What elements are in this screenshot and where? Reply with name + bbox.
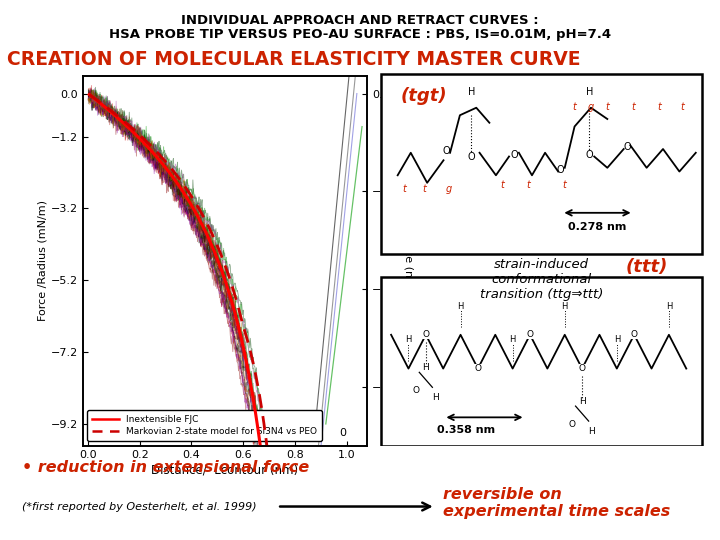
Text: t: t bbox=[572, 102, 577, 112]
Text: O: O bbox=[556, 165, 564, 174]
Text: O: O bbox=[624, 142, 631, 152]
Y-axis label: Force (nN): Force (nN) bbox=[403, 232, 413, 289]
Text: O: O bbox=[443, 146, 451, 156]
Text: t: t bbox=[680, 102, 685, 112]
Text: H: H bbox=[588, 427, 595, 436]
Text: t: t bbox=[658, 102, 662, 112]
Text: O: O bbox=[413, 386, 420, 395]
Y-axis label: Force /Radius (mN/m): Force /Radius (mN/m) bbox=[38, 200, 48, 321]
Text: H: H bbox=[613, 335, 620, 345]
Text: CREATION OF MOLECULAR ELASTICITY MASTER CURVE: CREATION OF MOLECULAR ELASTICITY MASTER … bbox=[7, 50, 581, 69]
Text: H: H bbox=[423, 363, 429, 373]
X-axis label: Distance/  Lcontour (nm): Distance/ Lcontour (nm) bbox=[151, 463, 299, 476]
Text: O: O bbox=[423, 330, 429, 339]
Text: H: H bbox=[585, 86, 593, 97]
Text: O: O bbox=[467, 152, 475, 161]
Markovian 2-state model for Si3N4 vs PEO bbox=[234, 305, 243, 312]
Text: O: O bbox=[474, 364, 482, 373]
Text: H: H bbox=[457, 301, 464, 310]
Inextensible FJC bbox=[234, 324, 243, 330]
Text: t: t bbox=[563, 180, 567, 191]
Legend: Inextensible FJC, Markovian 2-state model for Si3N4 vs PEO: Inextensible FJC, Markovian 2-state mode… bbox=[87, 410, 322, 441]
Text: t: t bbox=[631, 102, 636, 112]
Text: reversible on
experimental time scales: reversible on experimental time scales bbox=[443, 487, 670, 519]
Markovian 2-state model for Si3N4 vs PEO bbox=[130, 127, 138, 133]
Text: O: O bbox=[579, 364, 585, 373]
Markovian 2-state model for Si3N4 vs PEO bbox=[85, 91, 94, 98]
Text: (tgt): (tgt) bbox=[401, 87, 448, 105]
Inextensible FJC bbox=[150, 151, 158, 158]
Text: 0.358 nm: 0.358 nm bbox=[437, 425, 495, 435]
Markovian 2-state model for Si3N4 vs PEO bbox=[254, 386, 263, 393]
Text: t: t bbox=[422, 184, 426, 194]
Inextensible FJC bbox=[85, 91, 94, 98]
Text: O: O bbox=[510, 150, 518, 160]
Text: 0.278 nm: 0.278 nm bbox=[568, 222, 626, 232]
Text: O: O bbox=[631, 330, 638, 339]
Text: g: g bbox=[588, 102, 594, 112]
FancyBboxPatch shape bbox=[382, 74, 702, 254]
Text: t: t bbox=[606, 102, 609, 112]
Text: HSA PROBE TIP VERSUS PEO-AU SURFACE : PBS, IS=0.01M, pH=7.4: HSA PROBE TIP VERSUS PEO-AU SURFACE : PB… bbox=[109, 28, 611, 41]
Text: 0: 0 bbox=[340, 428, 346, 438]
Text: H: H bbox=[468, 86, 475, 97]
FancyBboxPatch shape bbox=[382, 276, 702, 446]
Text: H: H bbox=[562, 301, 568, 310]
Text: (ttt): (ttt) bbox=[626, 258, 668, 276]
Line: Markovian 2-state model for Si3N4 vs PEO: Markovian 2-state model for Si3N4 vs PEO bbox=[89, 94, 343, 540]
Text: O: O bbox=[569, 420, 576, 429]
Text: H: H bbox=[666, 301, 672, 310]
Inextensible FJC bbox=[130, 130, 138, 136]
Text: • reduction in extensional force: • reduction in extensional force bbox=[22, 460, 309, 475]
Text: H: H bbox=[510, 335, 516, 345]
Text: H: H bbox=[579, 397, 585, 406]
Markovian 2-state model for Si3N4 vs PEO bbox=[199, 214, 208, 221]
Inextensible FJC bbox=[254, 429, 263, 436]
Text: t: t bbox=[527, 180, 531, 191]
Text: O: O bbox=[526, 330, 534, 339]
Inextensible FJC bbox=[199, 225, 208, 232]
Text: (*first reported by Oesterhelt, et al. 1999): (*first reported by Oesterhelt, et al. 1… bbox=[22, 502, 256, 511]
Text: INDIVIDUAL APPROACH AND RETRACT CURVES :: INDIVIDUAL APPROACH AND RETRACT CURVES : bbox=[181, 14, 539, 26]
Text: H: H bbox=[432, 394, 439, 402]
Markovian 2-state model for Si3N4 vs PEO bbox=[150, 146, 158, 153]
Text: O: O bbox=[585, 150, 593, 160]
Text: strain-induced
conformational
transition (ttg⇒ttt): strain-induced conformational transition… bbox=[480, 258, 603, 301]
Text: H: H bbox=[405, 335, 412, 345]
Text: t: t bbox=[500, 180, 505, 191]
Line: Inextensible FJC: Inextensible FJC bbox=[89, 94, 343, 540]
Text: t: t bbox=[402, 184, 406, 194]
Text: g: g bbox=[445, 184, 451, 194]
